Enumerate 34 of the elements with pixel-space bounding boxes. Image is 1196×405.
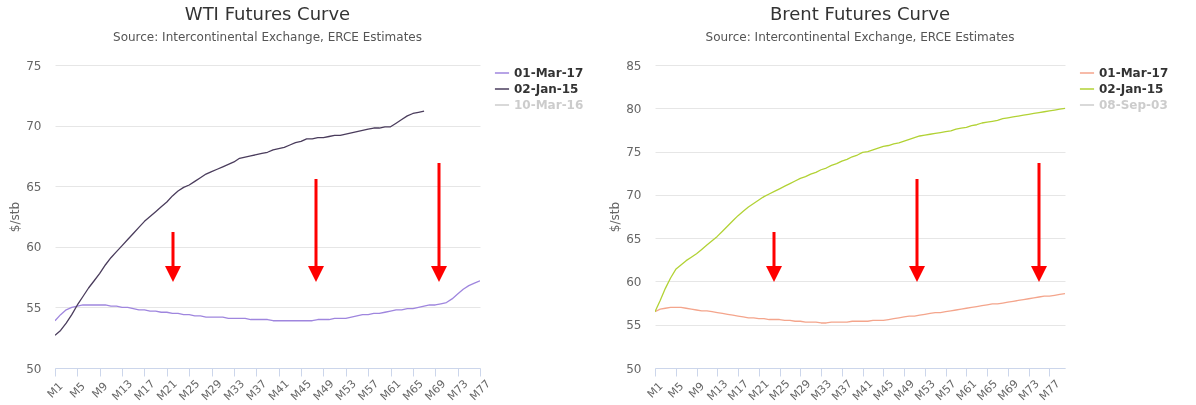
y-tick-label: 60 — [626, 274, 642, 289]
y-tick-label: 50 — [26, 361, 42, 376]
y-tick-label: 85 — [626, 58, 642, 73]
y-tick-label: 75 — [626, 145, 642, 160]
chart-title: WTI Futures Curve — [184, 3, 351, 24]
y-tick-label: 65 — [26, 179, 42, 194]
y-tick-label: 50 — [626, 361, 642, 376]
y-tick-label: 80 — [626, 101, 642, 116]
line-series — [55, 110, 425, 336]
line-series — [655, 107, 1065, 313]
x-tick-label: M9 — [89, 379, 111, 401]
chart-subtitle: Source: Intercontinental Exchange, ERCE Estimates — [705, 30, 1015, 44]
legend-label: 02-Jan-15 — [1099, 82, 1164, 96]
y-tick-label: 65 — [626, 231, 642, 246]
x-tick-label: M5 — [665, 379, 687, 401]
y-tick-label: 70 — [26, 119, 42, 134]
legend-label: 01-Mar-17 — [514, 66, 584, 80]
x-tick-label: M9 — [686, 379, 708, 401]
y-tick-label: 55 — [26, 300, 42, 315]
x-tick-label: M1 — [44, 379, 66, 401]
x-tick-label: M5 — [67, 379, 88, 401]
chart-subtitle: Source: Intercontinental Exchange, ERCE Estimates — [113, 30, 422, 44]
line-series — [655, 292, 1065, 324]
line-series — [55, 280, 480, 322]
x-tick-label: M1 — [644, 379, 666, 401]
y-tick-label: 60 — [26, 240, 42, 255]
y-axis-title: $/stb — [608, 201, 623, 233]
y-tick-label: 75 — [26, 58, 42, 73]
y-tick-label: 55 — [626, 318, 642, 333]
chart-title: Brent Futures Curve — [769, 3, 951, 24]
y-tick-label: 70 — [626, 188, 642, 203]
y-axis-title: $/stb — [8, 201, 23, 233]
legend-label: 02-Jan-15 — [514, 82, 579, 96]
legend-label: 01-Mar-17 — [1099, 66, 1169, 80]
